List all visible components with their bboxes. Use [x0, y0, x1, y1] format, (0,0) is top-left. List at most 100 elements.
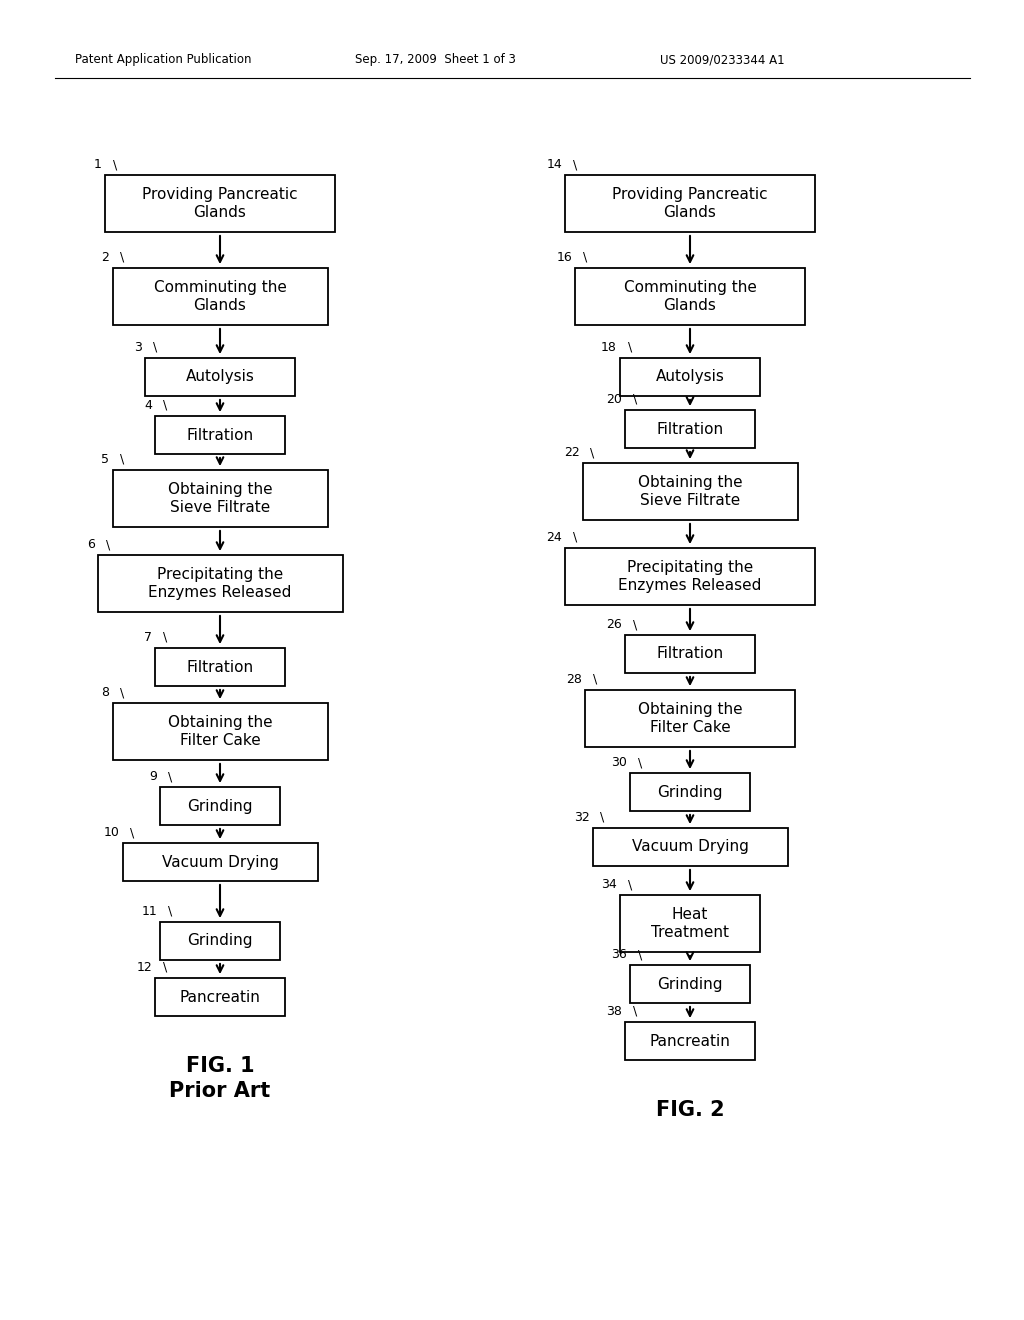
Bar: [105, 176, 335, 232]
Text: \: \: [121, 453, 125, 466]
Text: Grinding: Grinding: [657, 977, 723, 991]
Text: \: \: [628, 341, 632, 354]
Text: \: \: [573, 531, 578, 544]
Bar: [160, 787, 280, 825]
Text: Grinding: Grinding: [187, 799, 253, 813]
Text: 16: 16: [556, 251, 572, 264]
Text: Prior Art: Prior Art: [169, 1081, 270, 1101]
Text: US 2009/0233344 A1: US 2009/0233344 A1: [660, 54, 784, 66]
Text: Filtration: Filtration: [186, 428, 254, 442]
Text: \: \: [633, 618, 637, 631]
Text: \: \: [130, 826, 135, 840]
Text: \: \: [105, 539, 110, 550]
Text: \: \: [121, 251, 125, 264]
Text: Autolysis: Autolysis: [185, 370, 254, 384]
Text: 8: 8: [101, 686, 110, 700]
Text: \: \: [163, 961, 167, 974]
Text: Comminuting the
Glands: Comminuting the Glands: [154, 280, 287, 313]
Text: Obtaining the
Filter Cake: Obtaining the Filter Cake: [638, 702, 742, 735]
Text: Providing Pancreatic
Glands: Providing Pancreatic Glands: [612, 187, 768, 219]
Bar: [160, 921, 280, 960]
Bar: [585, 690, 795, 747]
Text: \: \: [633, 1005, 637, 1018]
Text: \: \: [113, 158, 118, 172]
Text: 34: 34: [601, 878, 617, 891]
Bar: [565, 176, 815, 232]
Text: \: \: [163, 399, 167, 412]
Text: Precipitating the
Enzymes Released: Precipitating the Enzymes Released: [148, 568, 292, 599]
Text: \: \: [628, 878, 632, 891]
Bar: [155, 648, 285, 686]
Text: \: \: [593, 673, 597, 686]
Text: 36: 36: [611, 948, 627, 961]
Bar: [97, 554, 342, 612]
Bar: [630, 965, 750, 1003]
Text: 30: 30: [611, 756, 627, 770]
Bar: [113, 268, 328, 325]
Text: Pancreatin: Pancreatin: [179, 990, 260, 1005]
Bar: [155, 416, 285, 454]
Bar: [620, 895, 760, 952]
Bar: [625, 411, 755, 447]
Bar: [620, 358, 760, 396]
Text: FIG. 2: FIG. 2: [655, 1100, 724, 1119]
Text: \: \: [583, 251, 587, 264]
Text: Patent Application Publication: Patent Application Publication: [75, 54, 252, 66]
Text: \: \: [600, 810, 605, 824]
Text: \: \: [591, 446, 595, 459]
Text: Grinding: Grinding: [657, 784, 723, 800]
Text: 2: 2: [101, 251, 110, 264]
Text: Filtration: Filtration: [656, 421, 724, 437]
Bar: [123, 843, 317, 880]
Text: Filtration: Filtration: [656, 647, 724, 661]
Bar: [113, 704, 328, 760]
Text: 1: 1: [94, 158, 102, 172]
Text: 18: 18: [601, 341, 617, 354]
Text: 20: 20: [606, 393, 622, 407]
Text: \: \: [633, 393, 637, 407]
Text: Vacuum Drying: Vacuum Drying: [632, 840, 749, 854]
Text: 4: 4: [144, 399, 152, 412]
Text: 5: 5: [101, 453, 110, 466]
Text: 38: 38: [606, 1005, 622, 1018]
Text: 28: 28: [566, 673, 582, 686]
Bar: [113, 470, 328, 527]
Text: \: \: [168, 906, 172, 917]
Text: Vacuum Drying: Vacuum Drying: [162, 854, 279, 870]
Bar: [630, 774, 750, 810]
Text: Precipitating the
Enzymes Released: Precipitating the Enzymes Released: [618, 560, 762, 593]
Text: 10: 10: [103, 826, 120, 840]
Text: Sep. 17, 2009  Sheet 1 of 3: Sep. 17, 2009 Sheet 1 of 3: [355, 54, 516, 66]
Bar: [145, 358, 295, 396]
Text: Pancreatin: Pancreatin: [649, 1034, 730, 1048]
Bar: [583, 463, 798, 520]
Text: 26: 26: [606, 618, 622, 631]
Bar: [625, 635, 755, 673]
Text: 3: 3: [134, 341, 142, 354]
Bar: [625, 1022, 755, 1060]
Text: \: \: [168, 770, 172, 783]
Text: FIG. 1: FIG. 1: [185, 1056, 254, 1076]
Text: Comminuting the
Glands: Comminuting the Glands: [624, 280, 757, 313]
Text: 12: 12: [136, 961, 152, 974]
Text: \: \: [573, 158, 578, 172]
Text: Filtration: Filtration: [186, 660, 254, 675]
Text: 11: 11: [141, 906, 157, 917]
Bar: [575, 268, 805, 325]
Text: 9: 9: [150, 770, 157, 783]
Text: Obtaining the
Sieve Filtrate: Obtaining the Sieve Filtrate: [168, 482, 272, 515]
Text: \: \: [153, 341, 158, 354]
Text: \: \: [638, 948, 642, 961]
Text: 24: 24: [546, 531, 562, 544]
Text: 32: 32: [573, 810, 590, 824]
Text: 14: 14: [546, 158, 562, 172]
Text: Obtaining the
Sieve Filtrate: Obtaining the Sieve Filtrate: [638, 475, 742, 508]
Bar: [155, 978, 285, 1016]
Text: \: \: [121, 686, 125, 700]
Text: Obtaining the
Filter Cake: Obtaining the Filter Cake: [168, 715, 272, 747]
Text: \: \: [638, 756, 642, 770]
Bar: [565, 548, 815, 605]
Text: Grinding: Grinding: [187, 933, 253, 949]
Text: Heat
Treatment: Heat Treatment: [651, 907, 729, 940]
Text: 22: 22: [564, 446, 580, 459]
